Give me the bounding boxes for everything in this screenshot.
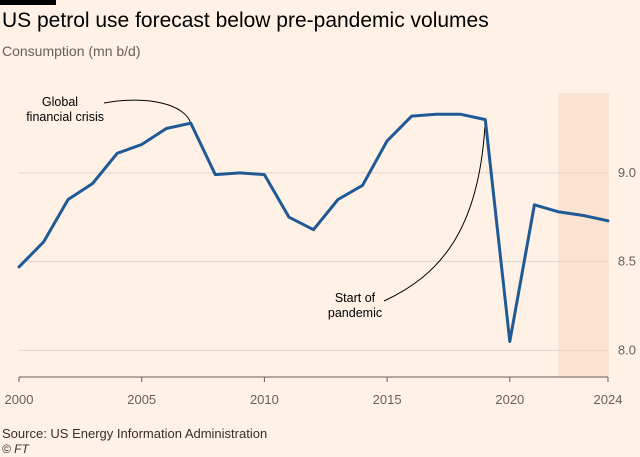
annotation-financial-crisis: Global financial crisis (26, 95, 104, 124)
y-axis: 8.0 8.5 9.0 (618, 165, 636, 358)
x-axis: 2000 2005 2010 2015 2020 2024 (5, 376, 623, 407)
annotation-connector (383, 119, 486, 302)
x-tick-label: 2010 (250, 392, 279, 407)
x-tick-label: 2024 (594, 392, 623, 407)
x-tick-label: 2015 (373, 392, 402, 407)
brand-bar (0, 0, 56, 5)
ft-credit: © FT (2, 442, 29, 456)
line-chart: 2000 2005 2010 2015 2020 2024 8.0 8.5 9.0 Globa… (5, 93, 636, 407)
gridlines (19, 172, 608, 351)
x-tick-label: 2020 (495, 392, 524, 407)
y-tick-label: 8.0 (618, 342, 636, 357)
annotation-connector (103, 99, 192, 124)
x-tick-label: 2000 (5, 392, 34, 407)
y-tick-label: 9.0 (618, 165, 636, 180)
y-tick-label: 8.5 (618, 254, 636, 269)
annotations: Global financial crisis Start of pandemic (26, 95, 486, 320)
annotation-pandemic: Start of pandemic (328, 291, 382, 320)
x-tick-label: 2005 (127, 392, 156, 407)
source-note: Source: US Energy Information Administra… (2, 426, 268, 441)
chart-title: US petrol use forecast below pre-pandemi… (2, 9, 489, 32)
chart-subtitle: Consumption (mn b/d) (2, 43, 141, 59)
series-line (17, 112, 610, 343)
forecast-shading (557, 93, 609, 377)
